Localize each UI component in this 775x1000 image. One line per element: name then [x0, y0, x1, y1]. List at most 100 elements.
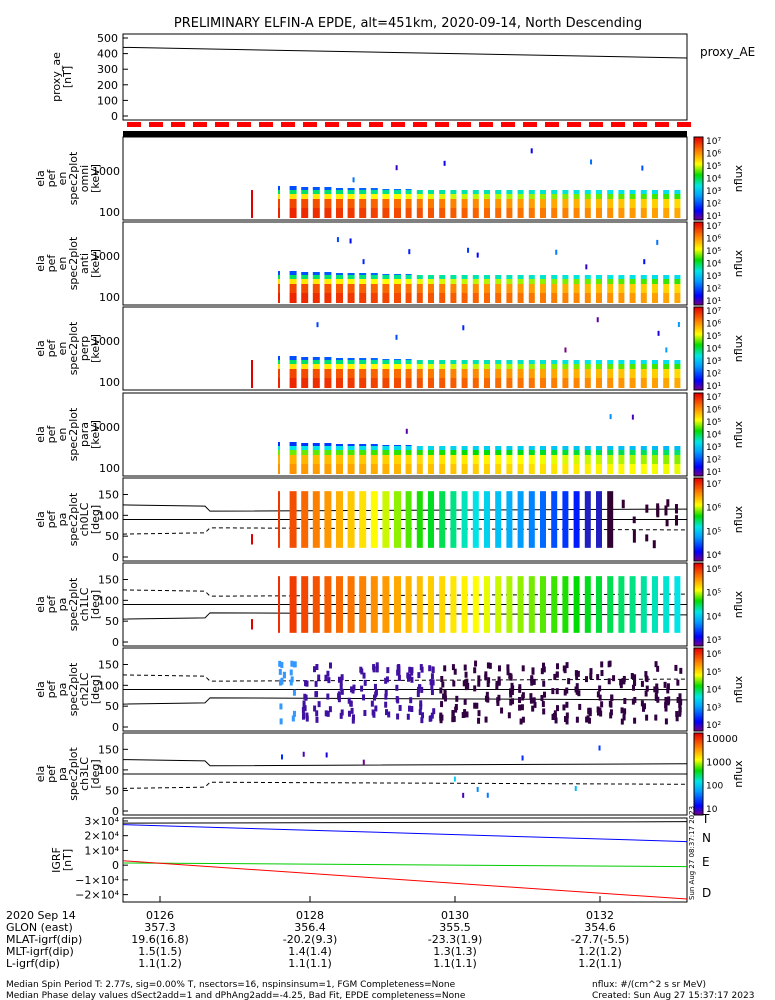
spectrogram-cell [629, 464, 636, 474]
spectrogram-cell [562, 364, 569, 369]
pa-sparse-point [443, 695, 447, 702]
colorbar-segment [694, 668, 703, 671]
pa-sparse-point [340, 674, 344, 681]
colorbar-segment [694, 267, 703, 270]
pa-column [450, 576, 457, 633]
colorbar-segment [694, 354, 703, 356]
pa-sparse-point [575, 716, 579, 723]
colorbar-segment [694, 329, 703, 332]
y-axis-label: pa [56, 683, 69, 697]
spectrogram-cell [278, 293, 280, 303]
colorbar-segment [694, 437, 703, 440]
spectrogram-cell [359, 378, 367, 388]
igrf-legend-T: T [701, 812, 710, 826]
pa-sparse-point [644, 690, 648, 697]
colorbar-tick-label: 10 [706, 805, 718, 815]
spectrogram-cell [596, 455, 602, 464]
spectrogram-cell [472, 279, 479, 284]
colorbar-frame [693, 136, 704, 221]
pa-sparse-point [632, 684, 636, 691]
y-axis-label: [keV] [89, 420, 102, 449]
pa-sparse-point [553, 673, 557, 680]
spectrogram-cell [312, 293, 320, 303]
spectrogram-cell [596, 369, 602, 378]
y-axis-label: spec2plot [67, 151, 80, 205]
spectrogram-cell [336, 378, 343, 388]
colorbar-segment [694, 467, 703, 470]
spectrogram-cell [663, 464, 670, 474]
spectrogram-cell [439, 364, 446, 369]
spectrogram-cell [640, 293, 647, 303]
y-tick-label: 150 [98, 574, 119, 587]
pa-sparse-point [418, 709, 422, 716]
sparse-count [395, 334, 398, 340]
y-axis-label: ch0LC [78, 502, 91, 536]
y-tick-label: 100 [98, 679, 119, 692]
sparse-count [657, 330, 660, 336]
spectrogram-cell [540, 194, 546, 199]
colorbar-frame [693, 562, 704, 647]
spectrogram-cell [324, 443, 332, 446]
colorbar-segment [694, 406, 703, 409]
spectrogram-cell [336, 364, 343, 369]
colorbar-segment [694, 538, 703, 541]
spectrogram-cell [301, 446, 309, 450]
colorbar-segment [694, 626, 703, 629]
pa-sparse-point [679, 667, 683, 674]
colorbar-segment [694, 632, 703, 635]
spectrogram-cell [528, 293, 535, 303]
spectrogram-cell [359, 369, 367, 378]
pa-sparse-point [574, 670, 578, 677]
spectrogram-cell [289, 271, 297, 275]
colorbar-segment [694, 558, 703, 561]
colorbar-label: nflux [732, 590, 745, 618]
spectrogram-cell [278, 199, 280, 208]
spectrogram-cell [370, 275, 378, 279]
pa-sparse-point [362, 672, 366, 679]
pa-sparse-point [465, 678, 469, 685]
y-tick-label: −2×10⁴ [75, 889, 119, 902]
spectrogram-cell [416, 190, 423, 194]
colorbar-segment [694, 748, 703, 750]
colorbar-segment [694, 355, 703, 358]
spectrogram-cell [562, 208, 569, 218]
spectrogram-cell [584, 199, 591, 208]
spectrogram-cell [629, 284, 636, 293]
colorbar-frame [693, 392, 704, 477]
spectrogram-cell [461, 446, 468, 450]
colorbar-segment [694, 338, 703, 341]
colorbar-segment [694, 523, 703, 526]
spectrogram-cell [439, 369, 446, 378]
pa-sparse-point [372, 664, 376, 671]
pa-column [663, 576, 670, 633]
figure-title: PRELIMINARY ELFIN-A EPDE, alt=451km, 202… [174, 16, 642, 31]
spectrogram-cell [370, 464, 378, 474]
spectrogram-cell [382, 464, 390, 474]
colorbar-segment [694, 416, 703, 419]
spectrogram-cell [472, 455, 479, 464]
red-dash [215, 122, 229, 127]
spectrogram-cell [394, 189, 401, 190]
footer-nflux-units: nflux: #/(cm^2 s sr MeV) [592, 980, 706, 990]
pa-sparse-point [584, 676, 588, 683]
pa-sparse-point [664, 505, 668, 516]
colorbar-segment [694, 741, 703, 744]
y-axis-label: anti [78, 253, 91, 274]
pa-sparse-point [506, 664, 510, 671]
spectrogram-cell [382, 275, 390, 279]
colorbar-segment [694, 471, 703, 474]
colorbar-segment [694, 224, 703, 227]
pa-sparse-point [600, 670, 604, 677]
spectrogram-cell [472, 378, 479, 388]
spectrogram-cell [506, 464, 513, 474]
ephem-value: 1.2(1.2) [578, 945, 622, 958]
spectrogram-cell [359, 360, 367, 364]
spectrogram-cell [461, 378, 468, 388]
spectrogram-cell [517, 284, 524, 293]
colorbar-segment [694, 765, 703, 768]
colorbar-segment [694, 767, 703, 770]
colorbar-segment [694, 757, 703, 760]
colorbar-segment [694, 195, 703, 197]
pa-column [370, 576, 378, 633]
